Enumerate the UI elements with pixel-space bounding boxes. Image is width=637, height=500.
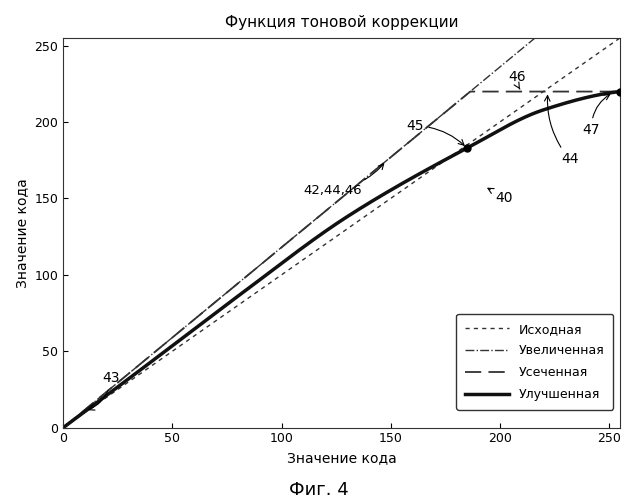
Text: 42,44,46: 42,44,46 — [303, 164, 383, 197]
Title: Функция тоновой коррекции: Функция тоновой коррекции — [225, 15, 458, 30]
Text: 45: 45 — [406, 119, 464, 146]
Text: Фиг. 4: Фиг. 4 — [289, 481, 348, 499]
Text: 46: 46 — [508, 70, 526, 89]
Text: 47: 47 — [583, 94, 610, 138]
X-axis label: Значение кода: Значение кода — [287, 451, 396, 465]
Text: 43: 43 — [89, 371, 120, 410]
Text: 44: 44 — [545, 96, 578, 166]
Text: 42: 42 — [0, 499, 1, 500]
Legend: Исходная, Увеличенная, Усеченная, Улучшенная: Исходная, Увеличенная, Усеченная, Улучше… — [457, 314, 613, 410]
Y-axis label: Значение кода: Значение кода — [15, 178, 29, 288]
Text: 40: 40 — [488, 188, 513, 204]
